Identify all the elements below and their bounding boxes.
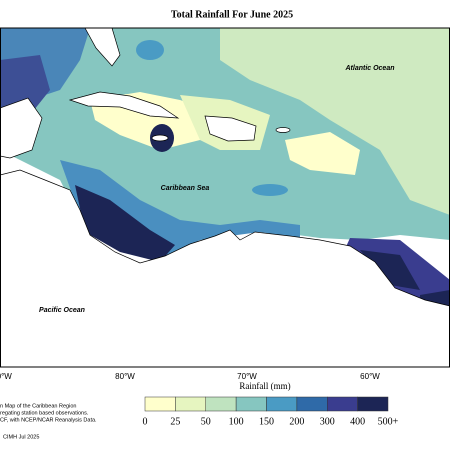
rain-zone — [136, 40, 164, 60]
footnote: CIMH Jul 2025 — [3, 434, 39, 440]
footnote: regating station based observations. — [0, 410, 89, 416]
legend-swatch — [327, 396, 358, 412]
legend-tick-label: 50 — [201, 416, 211, 427]
ocean-label: Caribbean Sea — [161, 185, 210, 192]
legend-swatch — [357, 396, 389, 412]
legend-tick-label: 0 — [143, 416, 148, 427]
ocean-label: Atlantic Ocean — [344, 65, 394, 72]
rain-zone — [220, 28, 450, 215]
footnote: n Map of the Caribbean Region — [0, 403, 76, 409]
legend-tick-label: 500+ — [378, 416, 399, 427]
footnote: CF, with NCEP/NCAR Reanalysis Data. — [0, 417, 97, 423]
legend-swatch — [235, 396, 267, 412]
puerto-rico — [275, 127, 291, 133]
legend-tick-label: 300 — [320, 416, 335, 427]
legend-tick-label: 400 — [350, 416, 365, 427]
legend-swatch — [144, 396, 176, 412]
legend-title: Rainfall (mm) — [239, 381, 290, 391]
yucatan — [0, 97, 43, 159]
legend-swatch — [175, 396, 206, 412]
cuba — [68, 91, 180, 119]
longitude-label: 80°W — [115, 372, 135, 381]
longitude-label: 90°W — [0, 372, 12, 381]
legend-tick-label: 100 — [229, 416, 244, 427]
legend-swatch — [296, 396, 328, 412]
legend-tick-label: 200 — [289, 416, 304, 427]
legend-tick-label: 25 — [170, 416, 180, 427]
legend-swatch — [205, 396, 237, 412]
legend-tick-label: 150 — [259, 416, 274, 427]
longitude-label: 70°W — [237, 372, 257, 381]
rain-zone — [252, 184, 288, 196]
rain-zone — [285, 132, 360, 175]
rain-zone — [75, 185, 175, 262]
longitude-label: 60°W — [360, 372, 380, 381]
rainfall-field — [0, 28, 450, 367]
hispaniola — [204, 115, 257, 142]
jamaica — [151, 134, 169, 142]
ocean-label: Pacific Ocean — [39, 307, 85, 314]
title: Total Rainfall For June 2025 — [171, 9, 293, 20]
land — [0, 27, 450, 368]
south-central-america — [0, 169, 450, 368]
legend-swatch — [266, 396, 298, 412]
